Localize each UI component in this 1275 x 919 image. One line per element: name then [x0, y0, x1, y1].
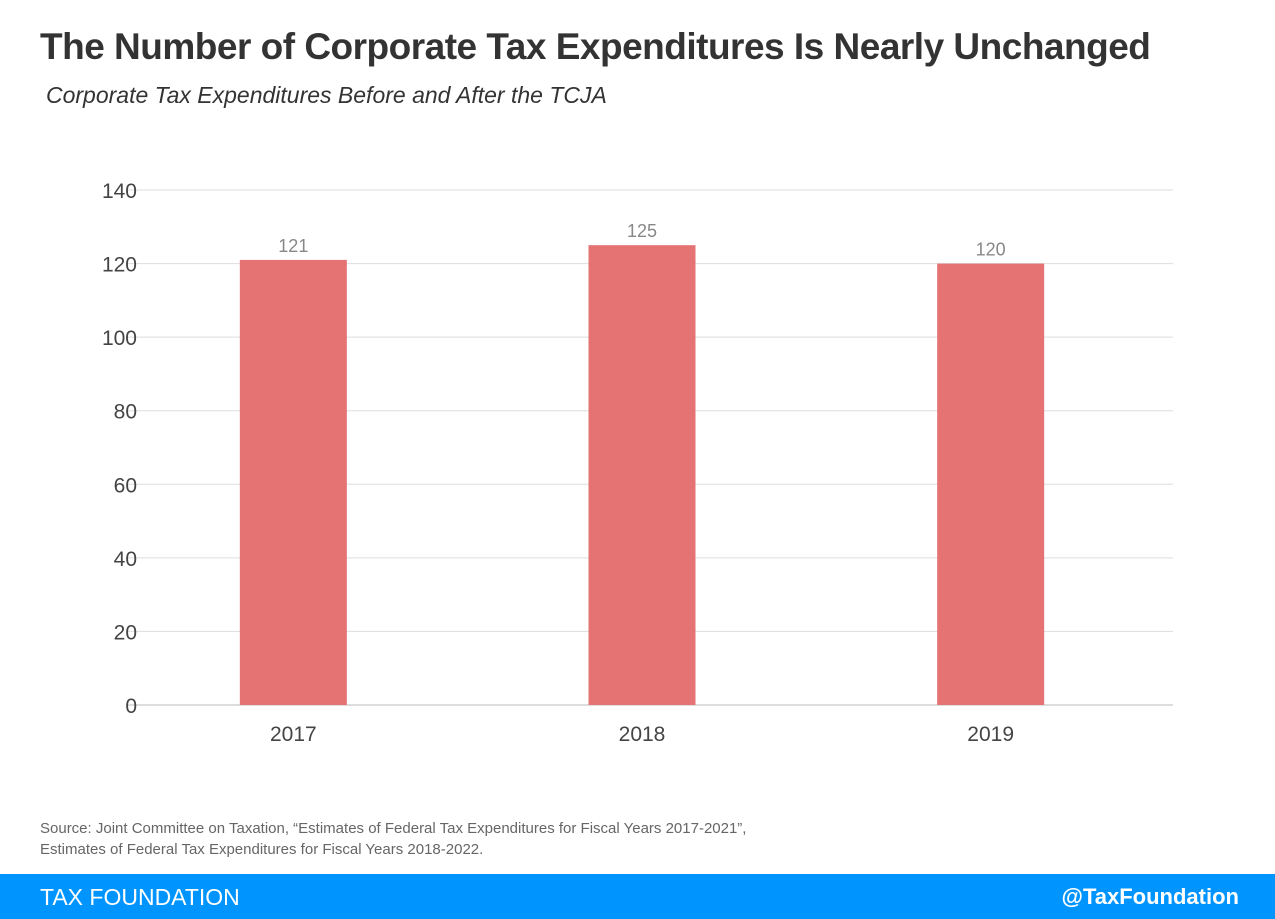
- chart-title: The Number of Corporate Tax Expenditures…: [40, 26, 1151, 67]
- y-tick-label: 80: [114, 401, 137, 424]
- bar-2018: [588, 245, 696, 705]
- footer-brand: TAX FOUNDATION: [40, 884, 240, 910]
- bar-2017: [239, 259, 347, 705]
- x-tick-label: 2017: [270, 723, 317, 746]
- y-tick-label: 20: [114, 621, 137, 644]
- bar-chart: 0 20 40 60 80 100 120 140 121 2017 125 2018 120 2019: [102, 180, 1173, 746]
- data-label: 125: [627, 221, 657, 241]
- chart-subtitle: Corporate Tax Expenditures Before and Af…: [46, 82, 607, 108]
- y-tick-label: 140: [102, 180, 137, 203]
- y-tick-label: 120: [102, 254, 137, 277]
- data-label: 121: [278, 236, 308, 256]
- y-tick-label: 60: [114, 474, 137, 497]
- y-tick-label: 0: [125, 695, 137, 718]
- source-line-1: Source: Joint Committee on Taxation, “Es…: [40, 820, 747, 837]
- data-label: 120: [976, 240, 1006, 260]
- y-tick-label: 40: [114, 548, 137, 571]
- source-line-2: Estimates of Federal Tax Expenditures fo…: [40, 841, 484, 858]
- source-note: Source: Joint Committee on Taxation, “Es…: [40, 818, 746, 860]
- y-tick-label: 100: [102, 327, 137, 350]
- x-tick-label: 2019: [967, 723, 1014, 746]
- footer-handle[interactable]: @TaxFoundation: [1061, 884, 1239, 909]
- x-tick-label: 2018: [619, 723, 666, 746]
- footer-bar: TAX FOUNDATION @TaxFoundation: [0, 874, 1275, 919]
- bar-2019: [937, 263, 1045, 705]
